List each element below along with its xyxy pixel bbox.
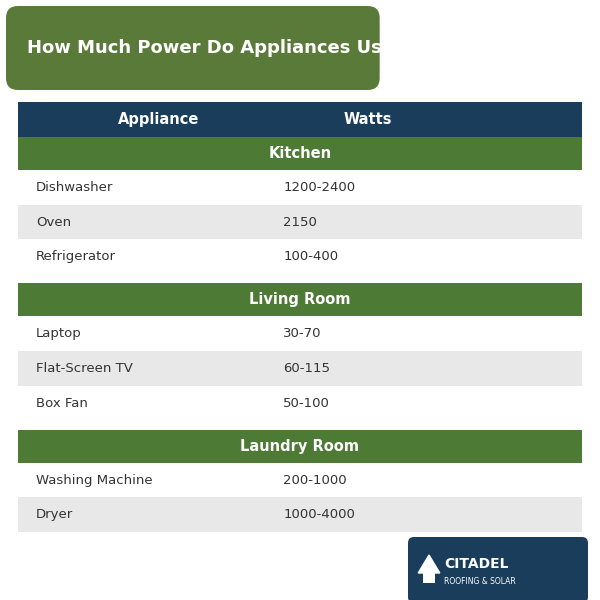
Text: Laptop: Laptop (36, 327, 82, 340)
Bar (18, 316, 582, 351)
Polygon shape (418, 555, 440, 573)
Text: CITADEL: CITADEL (444, 557, 509, 571)
FancyBboxPatch shape (408, 537, 588, 600)
Bar (423, 572, 435, 583)
Text: 1200-2400: 1200-2400 (283, 181, 355, 194)
Text: 100-400: 100-400 (283, 250, 338, 263)
Text: Dryer: Dryer (36, 508, 73, 521)
FancyBboxPatch shape (6, 6, 380, 90)
Text: Oven: Oven (36, 215, 71, 229)
Bar (18, 430, 582, 463)
Text: How Much Power Do Appliances Use?: How Much Power Do Appliances Use? (27, 39, 404, 57)
Text: 2150: 2150 (283, 215, 317, 229)
Text: Watts: Watts (343, 112, 392, 127)
Text: Dishwasher: Dishwasher (36, 181, 113, 194)
Bar (18, 463, 582, 497)
Bar (18, 283, 582, 316)
Bar (18, 351, 582, 386)
Bar (18, 239, 582, 274)
Text: Flat-Screen TV: Flat-Screen TV (36, 362, 133, 375)
Text: 60-115: 60-115 (283, 362, 330, 375)
Bar (18, 170, 582, 205)
Bar (18, 137, 582, 170)
Text: Box Fan: Box Fan (36, 397, 88, 410)
Text: Living Room: Living Room (249, 292, 351, 307)
Text: Washing Machine: Washing Machine (36, 473, 152, 487)
Text: Laundry Room: Laundry Room (241, 439, 359, 454)
Text: Refrigerator: Refrigerator (36, 250, 116, 263)
Text: 1000-4000: 1000-4000 (283, 508, 355, 521)
Bar (18, 102, 582, 137)
Text: 200-1000: 200-1000 (283, 473, 347, 487)
Bar (18, 386, 582, 421)
Bar (18, 205, 582, 239)
Text: Kitchen: Kitchen (268, 146, 332, 161)
Text: 30-70: 30-70 (283, 327, 322, 340)
Text: Appliance: Appliance (118, 112, 200, 127)
Text: 50-100: 50-100 (283, 397, 330, 410)
Bar (18, 497, 582, 532)
Text: ROOFING & SOLAR: ROOFING & SOLAR (444, 577, 516, 586)
